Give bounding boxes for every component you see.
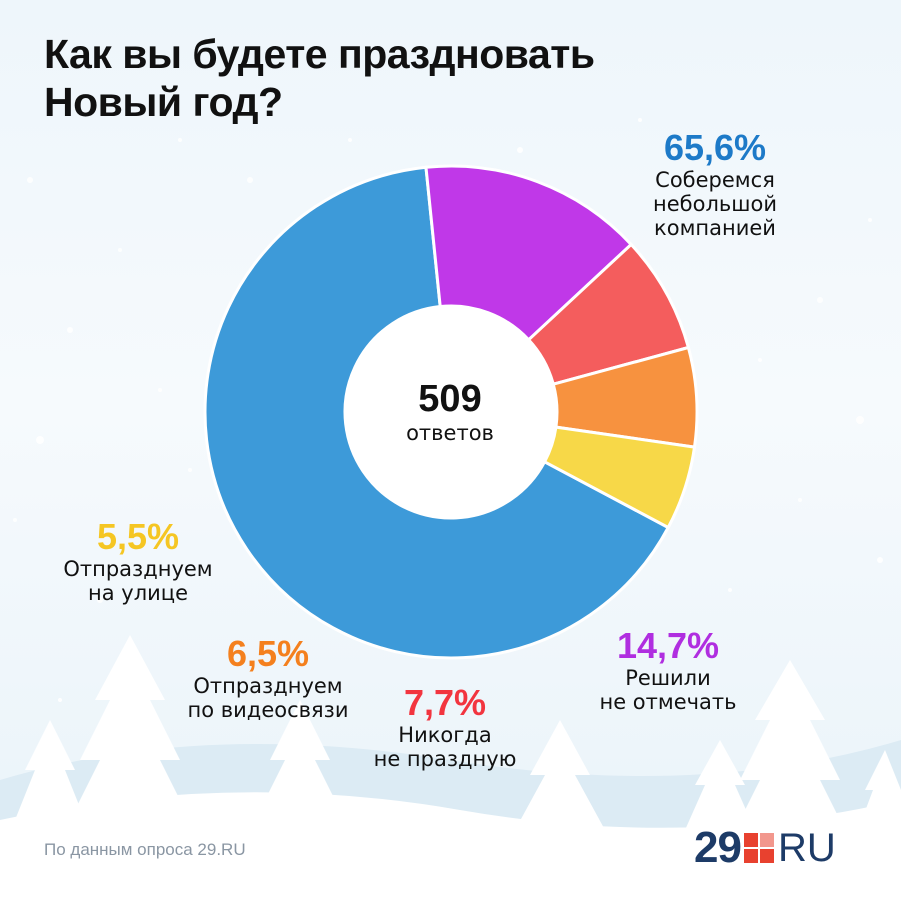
slice-value: 5,5% xyxy=(96,516,180,557)
slice-category: Никогда xyxy=(398,723,492,747)
slice-value: 14,7% xyxy=(616,625,720,666)
slice-label-company: 65,6% Соберемся небольшой компанией xyxy=(620,127,810,241)
chart-title: Как вы будете праздновать Новый год? xyxy=(44,30,684,126)
slice-category: по видеосвязи xyxy=(187,698,349,722)
title-line-2: Новый год? xyxy=(44,79,283,125)
donut-hole xyxy=(345,306,557,518)
slice-category: Соберемся xyxy=(655,168,775,192)
slice-category: небольшой xyxy=(653,192,777,216)
slice-category: не праздную xyxy=(373,747,517,771)
slice-value: 6,5% xyxy=(226,633,310,674)
slice-label-outdoors: 5,5% Отпразднуем на улице xyxy=(48,516,228,606)
slice-category: Отпразднуем xyxy=(193,674,343,698)
center-total: 509 ответов xyxy=(350,378,550,446)
slice-label-never: 7,7% Никогда не праздную xyxy=(355,682,535,772)
logo-suffix: RU xyxy=(777,826,836,870)
slice-value: 65,6% xyxy=(663,127,767,168)
slice-label-not-celebrating: 14,7% Решили не отмечать xyxy=(578,625,758,715)
slice-category: не отмечать xyxy=(599,690,737,714)
site-logo[interactable]: 29 RU xyxy=(694,823,836,872)
slice-category: Решили xyxy=(625,666,711,690)
slice-not-celebrating xyxy=(424,164,634,342)
slice-label-video: 6,5% Отпразднуем по видеосвязи xyxy=(168,633,368,723)
slice-category: Отпразднуем xyxy=(63,557,213,581)
total-unit: ответов xyxy=(406,421,494,445)
slice-category: на улице xyxy=(88,581,188,605)
source-note: По данным опроса 29.RU xyxy=(44,840,246,859)
title-line-1: Как вы будете праздновать xyxy=(44,31,595,77)
logo-number: 29 xyxy=(694,823,742,872)
slice-value: 7,7% xyxy=(403,682,487,723)
total-responses: 509 xyxy=(418,378,482,420)
logo-squares-icon xyxy=(743,833,774,863)
slice-category: компанией xyxy=(654,216,776,240)
